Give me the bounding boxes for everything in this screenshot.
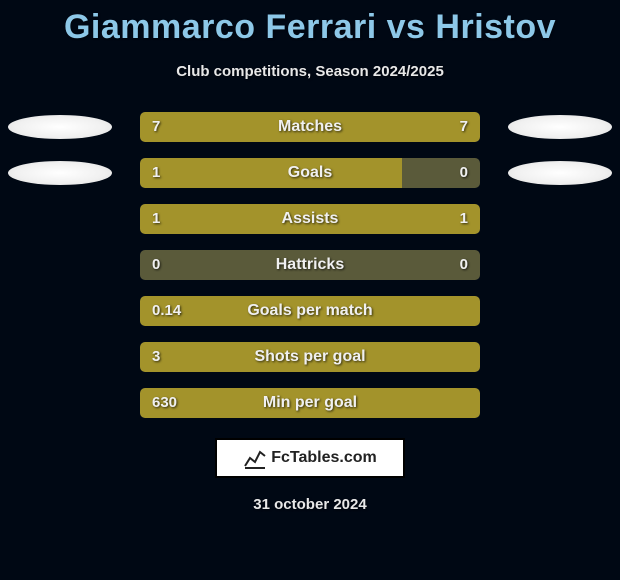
bar-track: 0.14Goals per match: [140, 296, 480, 326]
stat-label: Min per goal: [140, 388, 480, 418]
left-oval: [8, 115, 112, 139]
stat-row: 77Matches: [0, 112, 620, 142]
brand-text: FcTables.com: [271, 449, 377, 467]
date-text: 31 october 2024: [0, 496, 620, 513]
brand-box[interactable]: FcTables.com: [215, 438, 405, 478]
stat-label: Hattricks: [140, 250, 480, 280]
left-oval: [8, 161, 112, 185]
stat-label: Goals: [140, 158, 480, 188]
stat-label: Shots per goal: [140, 342, 480, 372]
stat-row: 10Goals: [0, 158, 620, 188]
bar-track: 3Shots per goal: [140, 342, 480, 372]
stat-row: 630Min per goal: [0, 388, 620, 418]
bar-track: 11Assists: [140, 204, 480, 234]
bar-track: 630Min per goal: [140, 388, 480, 418]
page-title: Giammarco Ferrari vs Hristov: [0, 0, 620, 47]
stat-row: 11Assists: [0, 204, 620, 234]
stat-row: 3Shots per goal: [0, 342, 620, 372]
subtitle: Club competitions, Season 2024/2025: [0, 63, 620, 80]
right-oval: [508, 161, 612, 185]
bar-track: 00Hattricks: [140, 250, 480, 280]
stat-label: Matches: [140, 112, 480, 142]
stat-label: Assists: [140, 204, 480, 234]
bar-track: 10Goals: [140, 158, 480, 188]
bar-track: 77Matches: [140, 112, 480, 142]
stats-container: 77Matches 10Goals 11Assists 00Hattricks 0.14…: [0, 112, 620, 418]
right-oval: [508, 115, 612, 139]
chart-icon: [243, 446, 267, 470]
stat-row: 00Hattricks: [0, 250, 620, 280]
stat-label: Goals per match: [140, 296, 480, 326]
stat-row: 0.14Goals per match: [0, 296, 620, 326]
